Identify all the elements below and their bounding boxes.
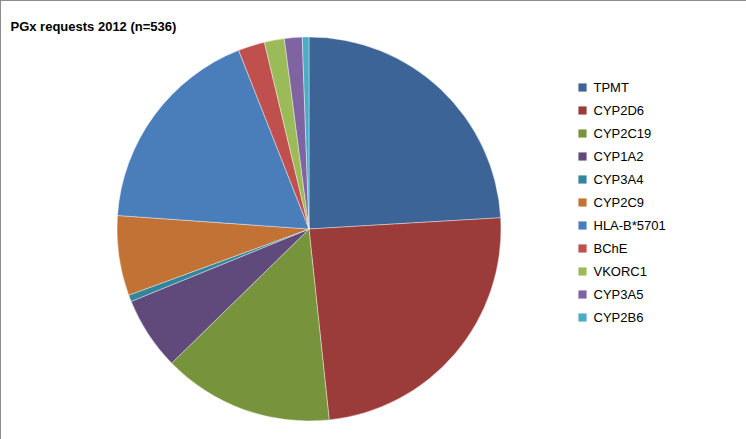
svg-text:CYP2C9: CYP2C9 (594, 195, 645, 210)
svg-text:CYP2C19: CYP2C19 (594, 126, 652, 141)
svg-text:VKORC1: VKORC1 (594, 264, 647, 279)
svg-text:CYP2B6: CYP2B6 (594, 310, 644, 325)
svg-text:PGx requests 2012 (n=536): PGx requests 2012 (n=536) (11, 19, 177, 34)
svg-text:CYP3A4: CYP3A4 (594, 172, 644, 187)
svg-text:TPMT: TPMT (594, 80, 629, 95)
svg-text:CYP3A5: CYP3A5 (594, 287, 644, 302)
svg-text:CYP2D6: CYP2D6 (594, 103, 645, 118)
svg-text:HLA-B*5701: HLA-B*5701 (594, 218, 666, 233)
svg-text:CYP1A2: CYP1A2 (594, 149, 644, 164)
svg-text:BChE: BChE (594, 241, 628, 256)
